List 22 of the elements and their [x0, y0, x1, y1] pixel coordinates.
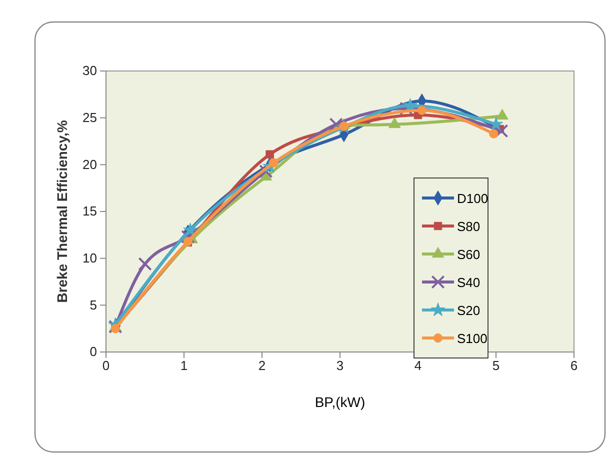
legend-label: S80 — [457, 219, 480, 234]
x-tick-label: 6 — [570, 358, 578, 374]
x-tick-label: 3 — [336, 358, 344, 374]
legend-label: D100 — [457, 191, 488, 206]
y-tick-label: 0 — [90, 344, 97, 360]
x-tick-label: 5 — [492, 358, 500, 374]
legend-label: S60 — [457, 247, 480, 262]
y-axis-title: Breke Thermal Efficiency,% — [54, 120, 70, 303]
y-tick-label: 30 — [82, 63, 97, 78]
y-tick-label: 5 — [90, 297, 97, 312]
x-tick-label: 1 — [180, 358, 188, 374]
x-axis-title: BP,(kW) — [314, 394, 366, 410]
y-tick-label: 15 — [82, 204, 97, 219]
y-tick-label: 10 — [82, 250, 97, 266]
y-tick-label: 25 — [82, 110, 97, 125]
legend-label: S100 — [457, 331, 488, 346]
legend-label: S40 — [457, 275, 480, 290]
legend-label: S20 — [457, 303, 480, 318]
x-tick-label: 4 — [414, 358, 422, 374]
y-tick-label: 20 — [82, 156, 97, 172]
x-tick-label: 2 — [258, 358, 266, 374]
x-tick-label: 0 — [102, 358, 110, 374]
